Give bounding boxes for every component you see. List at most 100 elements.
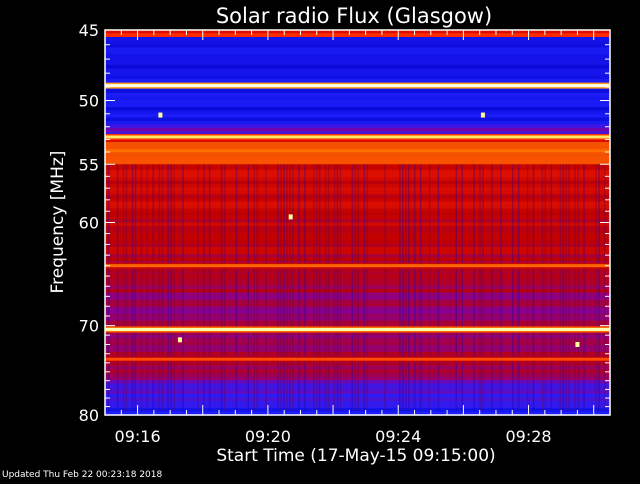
time-streak bbox=[324, 164, 327, 411]
spectrum-row bbox=[105, 208, 610, 213]
spectrum-row bbox=[105, 331, 610, 336]
time-streak bbox=[517, 164, 520, 411]
spectrum-row bbox=[105, 51, 610, 56]
time-streak bbox=[500, 164, 502, 411]
time-streak bbox=[318, 164, 321, 411]
spectrum-row bbox=[105, 376, 610, 381]
burst-spot bbox=[288, 214, 293, 220]
spectrum-row bbox=[105, 397, 610, 402]
spectrum-row bbox=[105, 394, 610, 399]
spectrum-row bbox=[105, 33, 610, 38]
spectrum-row bbox=[105, 383, 610, 388]
spectrum-row bbox=[105, 257, 610, 262]
interference-band bbox=[105, 327, 610, 331]
spectrum-row bbox=[105, 229, 610, 234]
y-tick-label: 45 bbox=[79, 21, 99, 40]
y-tick-label: 55 bbox=[79, 155, 99, 174]
burst-spot bbox=[158, 112, 163, 118]
spectrum-row bbox=[105, 205, 610, 210]
interference-band bbox=[105, 357, 610, 361]
time-streak bbox=[197, 164, 199, 411]
spectrum-row bbox=[105, 131, 610, 136]
time-streak bbox=[161, 164, 163, 411]
time-streak bbox=[526, 164, 529, 411]
y-axis: 45 50 55 60 70 80 bbox=[79, 21, 610, 425]
time-streak bbox=[208, 164, 211, 411]
spectrum-row bbox=[105, 345, 610, 350]
spectrum-row bbox=[105, 65, 610, 70]
time-streak bbox=[491, 164, 493, 411]
spectrum-row bbox=[105, 285, 610, 290]
spectrum-row bbox=[105, 114, 610, 119]
time-streak bbox=[405, 164, 407, 411]
time-streak bbox=[223, 164, 226, 411]
spectrum-row bbox=[105, 411, 610, 416]
x-tick-label: 09:20 bbox=[245, 427, 291, 446]
y-tick-label: 50 bbox=[79, 92, 99, 111]
spectrum-row bbox=[105, 366, 610, 371]
time-streak bbox=[125, 164, 128, 411]
time-streak bbox=[583, 164, 585, 411]
spectrum-row bbox=[105, 47, 610, 52]
spectrum-row bbox=[105, 184, 610, 189]
spectrum-row bbox=[105, 89, 610, 94]
time-streak bbox=[437, 164, 440, 411]
time-streak bbox=[363, 164, 365, 411]
time-streak bbox=[336, 164, 339, 411]
time-streak bbox=[107, 164, 110, 411]
spectrum-row bbox=[105, 306, 610, 311]
spectrum-row bbox=[105, 166, 610, 171]
spectrum-row bbox=[105, 352, 610, 357]
spectrum-row bbox=[105, 278, 610, 283]
chart-title: Solar radio Flux (Glasgow) bbox=[216, 4, 492, 28]
spectrum-row bbox=[105, 303, 610, 308]
time-streak bbox=[152, 164, 155, 411]
spectrum-row bbox=[105, 170, 610, 175]
spectrum-row bbox=[105, 236, 610, 241]
spectrum-row bbox=[105, 121, 610, 126]
time-streak bbox=[565, 164, 567, 411]
spectrum-row bbox=[105, 40, 610, 45]
time-streak bbox=[283, 164, 285, 411]
x-axis-label: Start Time (17-May-15 09:15:00) bbox=[216, 446, 495, 466]
time-streak bbox=[286, 164, 288, 411]
spectrum-row bbox=[105, 348, 610, 353]
time-streak bbox=[312, 164, 315, 411]
spectrum-row bbox=[105, 243, 610, 248]
spectrum-row bbox=[105, 282, 610, 287]
spectrum-row bbox=[105, 341, 610, 346]
time-streak bbox=[140, 164, 143, 411]
time-streak bbox=[354, 164, 357, 411]
spectrum-row bbox=[105, 201, 610, 206]
spectrum-row bbox=[105, 324, 610, 329]
spectrum-row bbox=[105, 72, 610, 77]
spectrum-row bbox=[105, 61, 610, 66]
spectrum-row bbox=[105, 191, 610, 196]
spectrum-row bbox=[105, 68, 610, 73]
time-streak bbox=[304, 164, 306, 411]
spectrum-row bbox=[105, 194, 610, 199]
y-tick-label: 80 bbox=[79, 406, 99, 425]
x-axis: 09:16 09:20 09:24 09:28 bbox=[104, 30, 611, 446]
spectrum-row bbox=[105, 289, 610, 294]
time-streak bbox=[158, 164, 160, 411]
spectrum-row bbox=[105, 138, 610, 143]
spectrum-row bbox=[105, 110, 610, 115]
time-streak bbox=[402, 164, 404, 411]
spectrum-row bbox=[105, 254, 610, 259]
spectrum-row bbox=[105, 79, 610, 84]
spectrum-row bbox=[105, 215, 610, 220]
x-tick-label: 09:16 bbox=[115, 427, 161, 446]
time-streak bbox=[122, 164, 125, 411]
time-streak bbox=[265, 164, 267, 411]
time-streak bbox=[292, 164, 294, 411]
spectrum-row bbox=[105, 100, 610, 105]
spectrum-row bbox=[105, 338, 610, 343]
spectrum-row bbox=[105, 163, 610, 168]
spectrum-row bbox=[105, 93, 610, 98]
spectrum-row bbox=[105, 247, 610, 252]
spectrum-row bbox=[105, 75, 610, 80]
spectrum-row bbox=[105, 275, 610, 280]
time-streak bbox=[235, 164, 238, 411]
